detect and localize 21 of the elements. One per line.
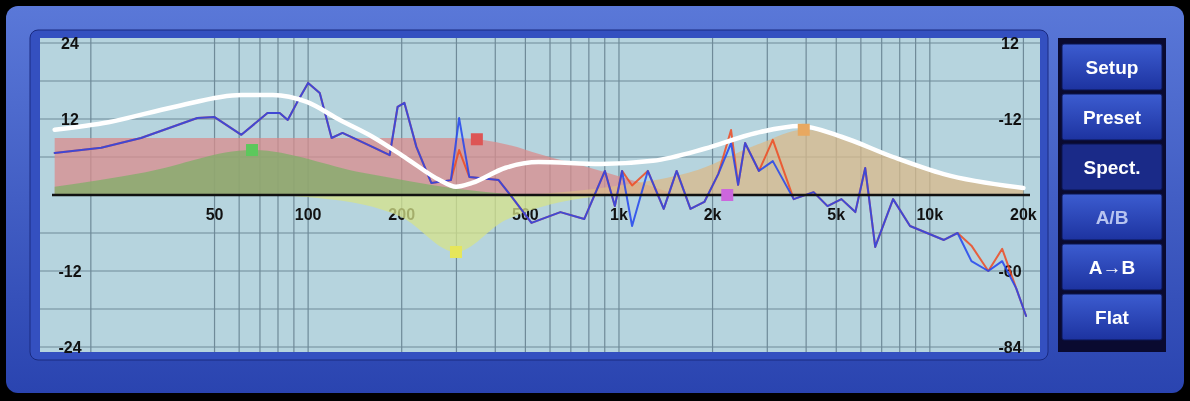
y-tick-label: 12: [61, 110, 79, 128]
x-tick-label: 1k: [610, 206, 628, 223]
y-tick-label: -24: [58, 338, 82, 356]
button: Setup: [1061, 43, 1163, 91]
button: Preset: [1061, 93, 1163, 141]
x-tick-label: 200: [388, 206, 416, 223]
button: Flat: [1061, 293, 1163, 341]
button: A→B: [1061, 243, 1163, 291]
x-tick-label: 50: [205, 206, 224, 223]
y-tick-label: 24: [61, 34, 79, 52]
y2-tick-label: -12: [998, 110, 1022, 128]
x-tick-label: 5k: [827, 206, 846, 223]
button: Spect.: [1061, 143, 1163, 191]
x-tick-label: 100: [294, 206, 322, 223]
x-tick-label: 20k: [1010, 206, 1037, 223]
y-tick-label: -12: [58, 262, 82, 280]
x-tick-label: 2k: [703, 206, 722, 223]
x-tick-label: 10k: [916, 206, 944, 223]
y2-tick-label: 12: [1001, 34, 1019, 52]
button: A/B: [1061, 193, 1163, 241]
y2-tick-label: -84: [998, 338, 1022, 356]
